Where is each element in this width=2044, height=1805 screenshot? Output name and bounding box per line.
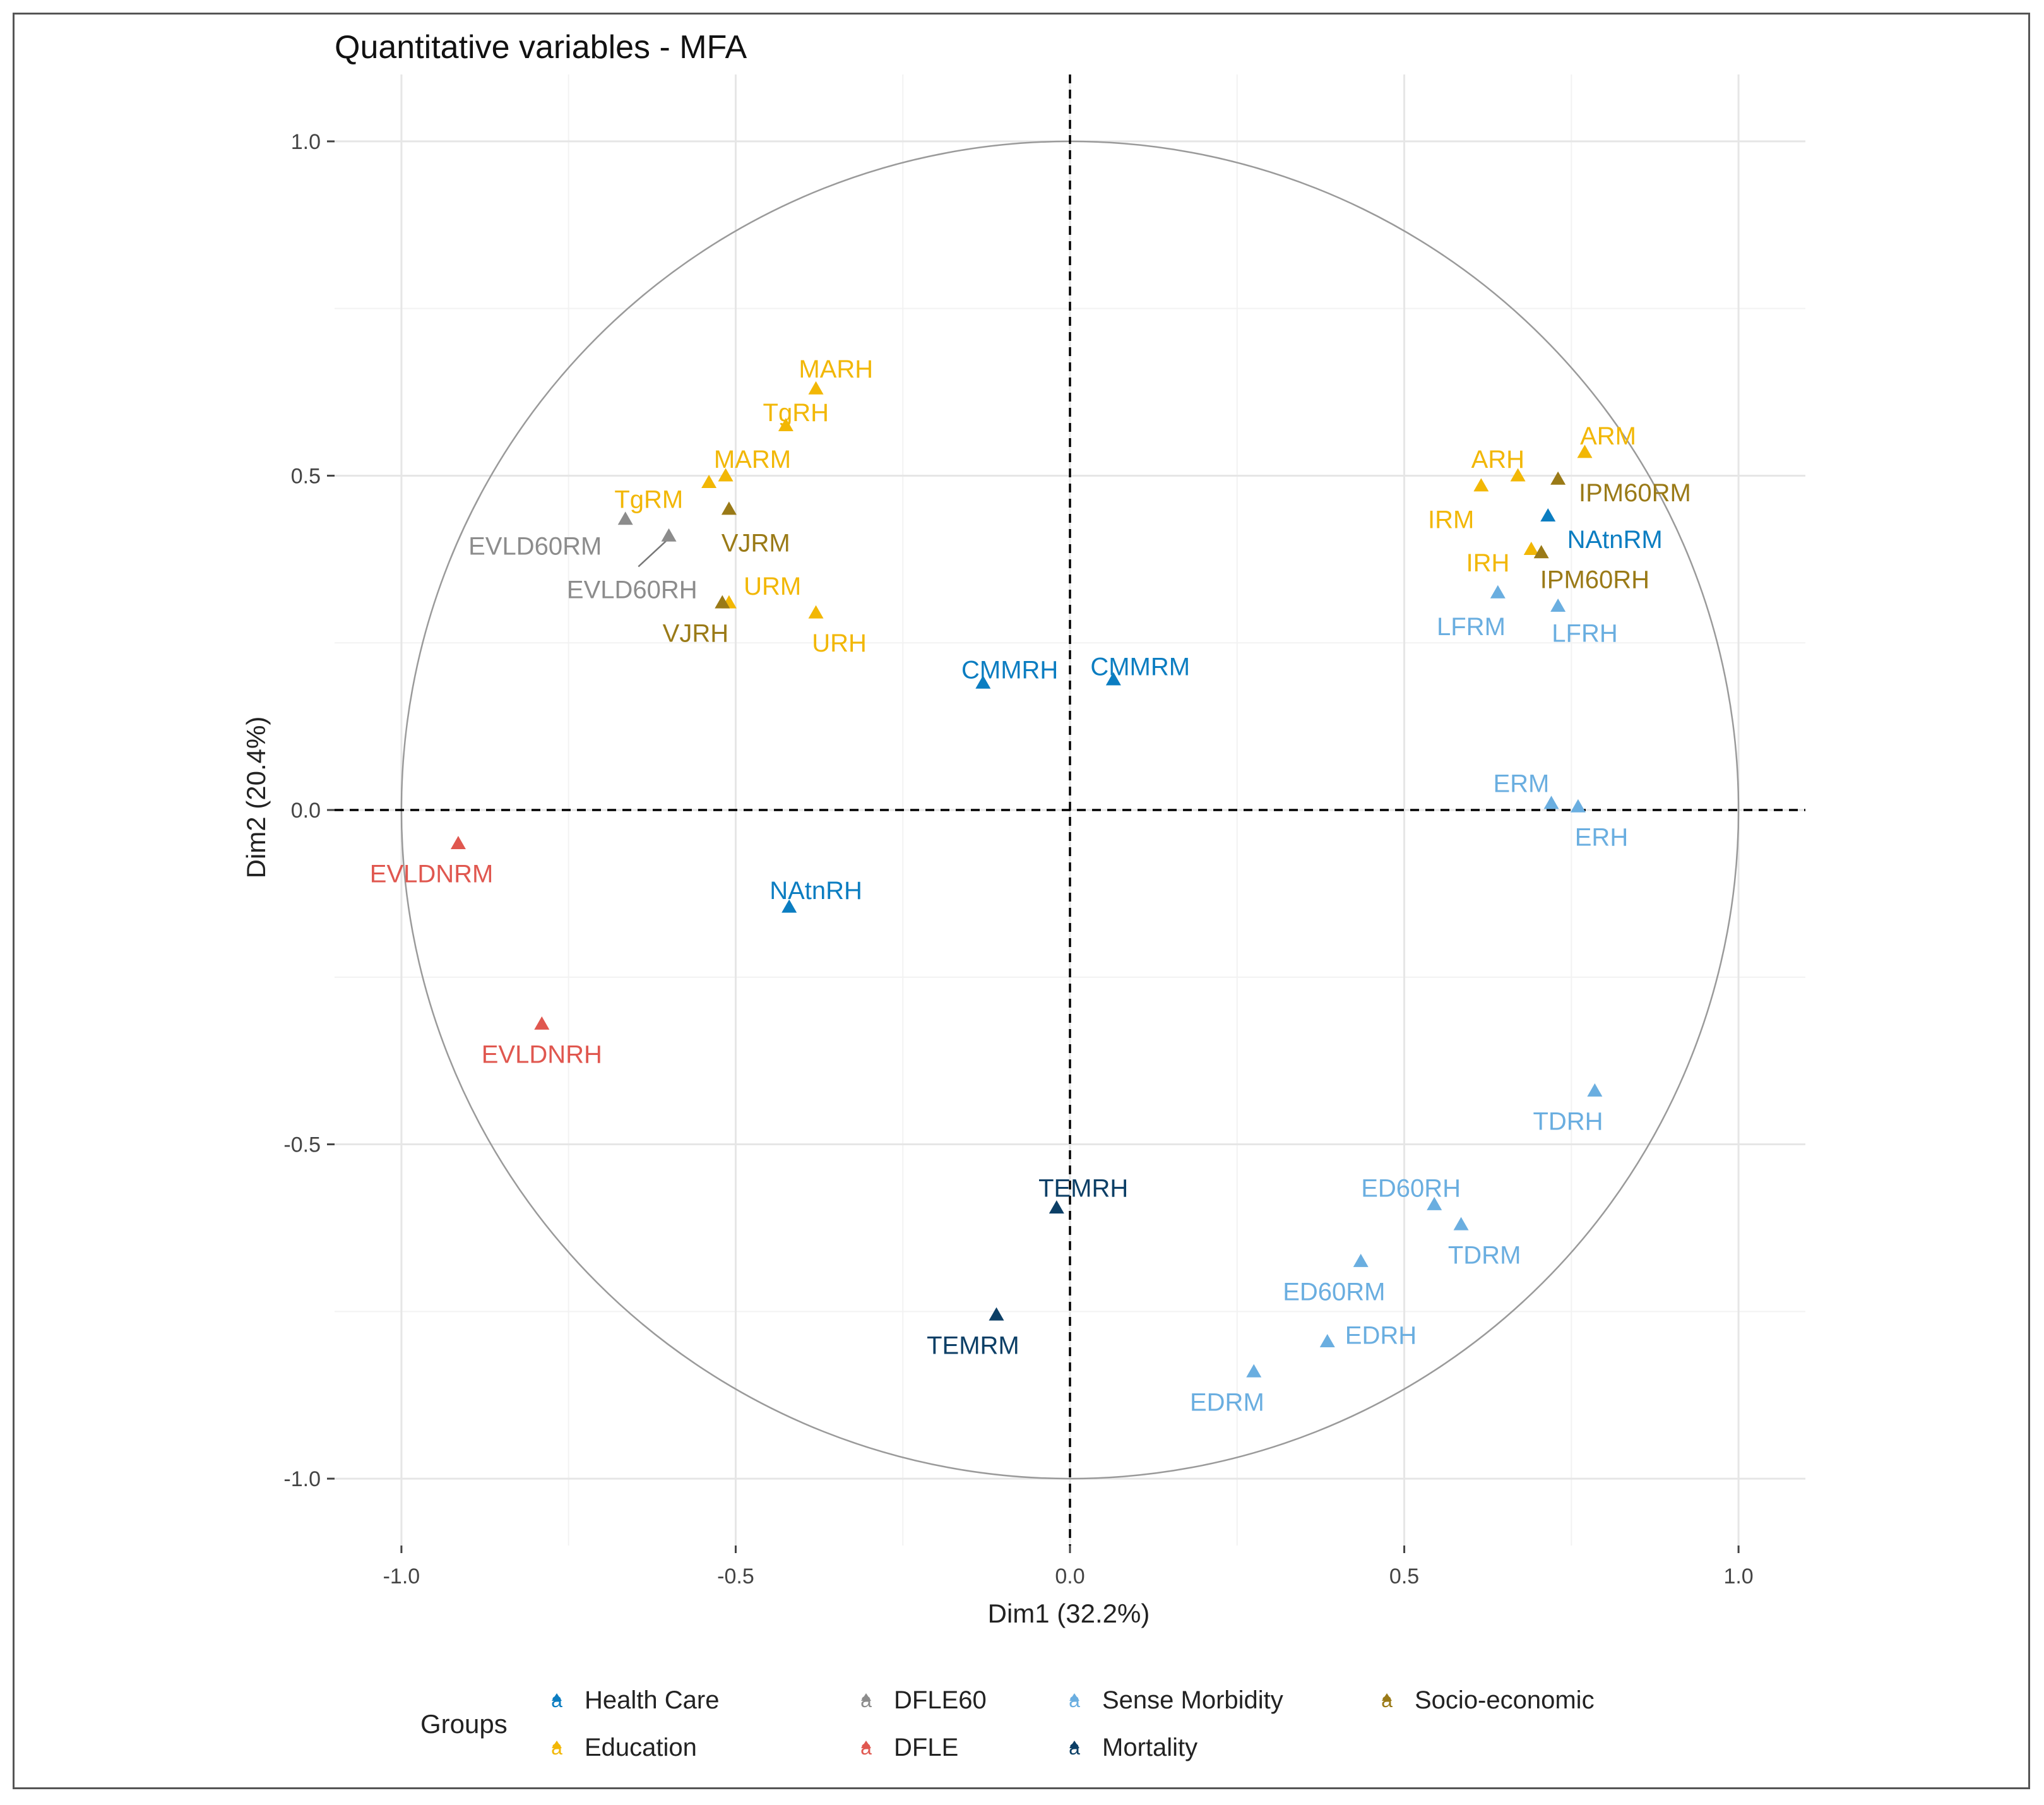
point-label: MARH xyxy=(799,355,873,383)
point-marker xyxy=(715,595,730,609)
point-marker xyxy=(1533,545,1549,559)
y-tick-label: -0.5 xyxy=(283,1133,321,1157)
point-marker xyxy=(1550,471,1566,485)
point-marker xyxy=(1246,1364,1262,1378)
plot-area: -1.0 -0.5 0.0 0.5 1.0 -1.0 -0.5 0.0 0.5 1.0 MARH Tg… xyxy=(283,74,1805,1588)
point-label: LFRM xyxy=(1437,613,1506,641)
point-marker xyxy=(534,1016,550,1030)
point-marker xyxy=(1550,598,1566,612)
point-label: ERH xyxy=(1575,823,1628,851)
point-label: EVLDNRM xyxy=(370,861,494,888)
point-label: LFRH xyxy=(1552,619,1617,647)
point-marker xyxy=(718,468,734,482)
y-tick-label: 1.0 xyxy=(291,130,321,154)
point-label: EVLD60RH xyxy=(567,576,698,604)
x-tick-label: 1.0 xyxy=(1723,1564,1753,1588)
point-marker xyxy=(1453,1217,1469,1230)
x-tick-label: -1.0 xyxy=(383,1564,420,1588)
point-marker xyxy=(781,899,797,913)
point-marker xyxy=(1510,468,1526,482)
point-marker xyxy=(1540,508,1556,521)
point-label: EVLDNRH xyxy=(482,1041,602,1069)
point-label: IRH xyxy=(1466,549,1509,577)
legend-label: Education xyxy=(585,1734,697,1761)
legend-label: Socio-economic xyxy=(1415,1686,1595,1714)
legend-marker xyxy=(552,1693,562,1701)
point-marker xyxy=(1049,1200,1064,1214)
x-tick-label: 0.5 xyxy=(1389,1564,1419,1588)
point-label: EDRH xyxy=(1345,1321,1417,1349)
y-tick-label: 0.5 xyxy=(291,464,321,488)
point-label: TDRM xyxy=(1448,1241,1521,1269)
point-marker xyxy=(1427,1196,1442,1210)
point-marker xyxy=(1105,672,1121,686)
y-tick-label: -1.0 xyxy=(283,1467,321,1491)
point-marker xyxy=(1587,1083,1603,1097)
point-label: EDRM xyxy=(1190,1388,1264,1416)
point-marker xyxy=(1473,478,1489,492)
x-tick-label: 0.0 xyxy=(1055,1564,1084,1588)
point-label: ERM xyxy=(1493,770,1549,798)
leader-line xyxy=(638,537,670,568)
point-marker xyxy=(617,511,633,525)
legend-marker xyxy=(861,1741,871,1748)
legend-label: Mortality xyxy=(1102,1734,1197,1761)
point-marker xyxy=(989,1307,1004,1321)
x-axis-title: Dim1 (32.2%) xyxy=(988,1599,1150,1628)
y-axis-title: Dim2 (20.4%) xyxy=(241,717,271,879)
legend-marker xyxy=(861,1693,871,1701)
point-label: VJRM xyxy=(722,529,790,557)
point-marker xyxy=(1570,799,1586,813)
point-marker xyxy=(1319,1333,1335,1347)
point-label: TDRH xyxy=(1533,1107,1603,1135)
point-label: NAtnRM xyxy=(1567,526,1663,554)
point-label: ARM xyxy=(1580,422,1636,450)
point-marker xyxy=(808,381,824,395)
point-marker xyxy=(450,835,466,849)
point-marker xyxy=(975,675,991,689)
point-label: NAtnRH xyxy=(769,877,862,905)
point-label: TEMRM xyxy=(927,1331,1019,1359)
legend-label: DFLE xyxy=(894,1734,958,1761)
legend-label: Sense Morbidity xyxy=(1102,1686,1283,1714)
point-label: ED60RM xyxy=(1283,1278,1385,1306)
legend-title: Groups xyxy=(420,1709,508,1739)
y-tick-label: 0.0 xyxy=(291,799,321,823)
legend-marker xyxy=(1069,1741,1079,1748)
legend-label: Health Care xyxy=(585,1686,719,1714)
point-marker xyxy=(778,418,793,432)
point-label: IRM xyxy=(1428,506,1474,533)
point-label: TEMRH xyxy=(1038,1174,1128,1202)
point-label: VJRH xyxy=(663,619,728,647)
point-marker xyxy=(808,605,824,619)
point-label: TgRH xyxy=(763,399,829,427)
point-marker xyxy=(1543,795,1559,809)
point-marker xyxy=(721,501,737,515)
point-marker xyxy=(661,528,677,542)
chart-title: Quantitative variables - MFA xyxy=(335,29,747,66)
x-tick-label: -0.5 xyxy=(717,1564,754,1588)
legend-marker xyxy=(1069,1693,1079,1701)
point-label: CMMRM xyxy=(1090,653,1190,681)
point-marker xyxy=(1353,1253,1369,1267)
point-marker xyxy=(1577,444,1593,458)
point-label: EVLD60RM xyxy=(468,533,602,561)
point-label: CMMRH xyxy=(961,657,1058,684)
legend: Groups aHealth CareaEducationaDFLE60aDFL… xyxy=(420,1686,1595,1761)
point-label: IPM60RM xyxy=(1579,479,1691,507)
legend-marker xyxy=(1382,1693,1392,1701)
point-marker xyxy=(1490,585,1506,599)
legend-marker xyxy=(552,1741,562,1748)
point-label: ARH xyxy=(1471,446,1524,474)
point-label: TgRM xyxy=(614,486,683,514)
point-marker xyxy=(701,475,717,489)
point-label: MARM xyxy=(714,446,791,474)
point-label: URH xyxy=(812,629,867,657)
point-label: URM xyxy=(744,573,801,600)
point-label: IPM60RH xyxy=(1540,566,1649,594)
legend-label: DFLE60 xyxy=(894,1686,987,1714)
point-label: ED60RH xyxy=(1361,1174,1461,1202)
point-marker xyxy=(1523,541,1539,555)
